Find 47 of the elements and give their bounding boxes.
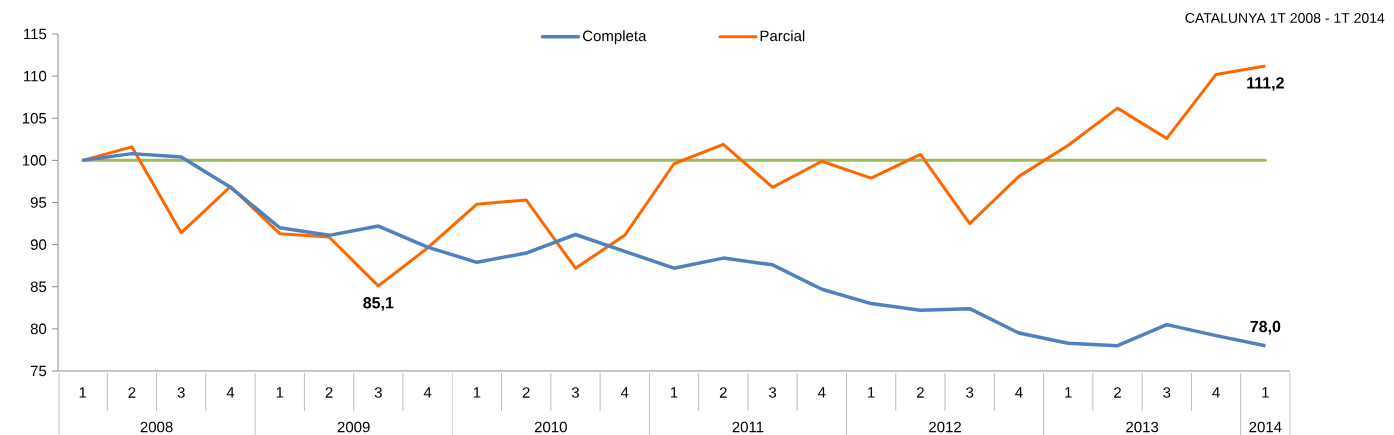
x-tick-label: 1 <box>1262 387 1269 398</box>
x-tick-label: 3 <box>768 387 777 398</box>
x-tick-label: 3 <box>177 387 185 398</box>
data-label: 111,2 <box>1247 77 1284 91</box>
y-tick-label: 90 <box>30 239 47 250</box>
y-tick-label: 110 <box>24 70 47 82</box>
data-label: 78,0 <box>1250 320 1281 335</box>
chart-title: CATALUNYA 1T 2008 - 1T 2014 <box>1185 13 1385 23</box>
x-tick-label: 2 <box>128 387 136 398</box>
x-tick-label: 2 <box>1114 387 1121 398</box>
y-tick-label: 105 <box>22 112 47 124</box>
data-label: 85,1 <box>363 297 394 311</box>
x-tick-label: 4 <box>1212 387 1220 398</box>
x-tick-label: 1 <box>79 387 87 398</box>
text: 2012 <box>929 421 961 433</box>
x-tick-label: 2 <box>325 387 333 398</box>
y-tick-label: 80 <box>30 323 47 335</box>
legend-label: Parcial <box>760 30 805 42</box>
x-tick-label: 3 <box>1163 387 1171 398</box>
x-tick-label: 3 <box>966 387 974 398</box>
x-tick-label: 2 <box>916 387 924 398</box>
text: 2011 <box>732 421 764 433</box>
text: 2013 <box>1126 421 1159 433</box>
y-tick-label: 100 <box>22 155 47 166</box>
text: 2014 <box>1249 421 1282 433</box>
x-tick-label: 1 <box>1065 387 1072 398</box>
text: 2009 <box>337 421 370 433</box>
x-tick-label: 3 <box>571 387 579 398</box>
x-tick-label: 4 <box>1015 387 1023 398</box>
legend-label: Completa <box>583 30 647 45</box>
x-tick-label: 4 <box>423 387 432 398</box>
x-tick-label: 1 <box>276 387 284 398</box>
x-tick-label: 1 <box>868 387 875 398</box>
y-tick-label: 75 <box>30 365 47 377</box>
x-tick-label: 2 <box>719 387 727 398</box>
text: 2008 <box>140 421 173 433</box>
x-tick-label: 4 <box>226 387 235 398</box>
x-tick-label: 2 <box>522 387 530 398</box>
y-tick-label: 115 <box>24 28 47 40</box>
y-tick-label: 85 <box>30 281 47 293</box>
text: 2010 <box>534 421 567 433</box>
x-tick-label: 1 <box>670 387 678 398</box>
y-tick-label: 95 <box>30 197 47 208</box>
x-tick-label: 4 <box>818 387 826 398</box>
x-tick-label: 4 <box>620 387 629 398</box>
x-tick-label: 3 <box>374 387 382 398</box>
x-tick-label: 1 <box>473 387 481 398</box>
